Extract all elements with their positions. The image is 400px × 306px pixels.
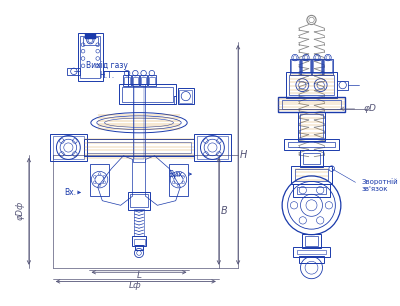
Text: Lф: Lф [129, 281, 142, 289]
Bar [83, 37, 98, 45]
Bar [78, 33, 103, 80]
Bar [305, 237, 318, 246]
Bar [80, 35, 100, 78]
Bar [124, 75, 131, 86]
Text: φDф: φDф [15, 201, 24, 220]
Bar [119, 84, 176, 104]
Text: φD: φD [364, 104, 377, 114]
Bar [135, 245, 143, 250]
Bar [149, 77, 155, 84]
Bar [50, 134, 87, 161]
Bar [53, 136, 84, 159]
Text: Вх.: Вх. [64, 188, 76, 197]
Bar [324, 60, 332, 73]
Bar [302, 58, 310, 75]
Bar [194, 134, 231, 161]
Text: B: B [221, 206, 228, 216]
Text: L: L [136, 271, 142, 280]
Bar [178, 88, 194, 104]
Text: Вихід газу
Н.Т.: Вихід газу Н.Т. [86, 61, 128, 80]
Bar [132, 84, 146, 162]
Bar [169, 164, 188, 196]
Bar [291, 60, 299, 73]
Text: H: H [240, 150, 247, 160]
Bar [84, 139, 194, 156]
Bar [68, 68, 80, 75]
Bar [128, 192, 150, 210]
Bar [148, 75, 156, 86]
Bar [140, 75, 147, 86]
Bar [299, 256, 324, 263]
Bar [130, 194, 148, 207]
Bar [302, 234, 321, 248]
Bar [278, 97, 346, 112]
Bar [90, 164, 109, 196]
Bar [197, 136, 228, 159]
Bar [282, 100, 341, 109]
Bar [298, 112, 325, 141]
Bar [179, 90, 192, 103]
Bar [313, 60, 321, 73]
Bar [337, 80, 348, 90]
Bar [297, 250, 326, 254]
Bar [295, 169, 328, 181]
Bar [122, 87, 173, 102]
Text: Зворотній
зв'язок: Зворотній зв'язок [362, 178, 398, 192]
Bar [300, 150, 322, 167]
Bar [297, 187, 326, 194]
Bar [87, 142, 191, 153]
Bar [290, 58, 300, 75]
Bar [134, 86, 144, 159]
Bar [291, 166, 332, 184]
Bar [141, 77, 146, 84]
Bar [324, 58, 332, 75]
Bar [134, 239, 144, 245]
Bar [286, 72, 337, 98]
Bar [85, 34, 96, 39]
Bar [124, 77, 130, 84]
Bar [132, 77, 138, 84]
Bar [293, 248, 330, 257]
Bar [134, 209, 144, 237]
Bar [284, 139, 339, 150]
Bar [132, 237, 146, 246]
Bar [312, 58, 322, 75]
Bar [300, 114, 322, 138]
Text: Вих.: Вих. [168, 170, 185, 179]
Bar [293, 184, 330, 197]
Bar [288, 142, 335, 147]
Bar [303, 153, 320, 164]
Bar [302, 60, 310, 73]
Bar [132, 75, 139, 86]
Bar [290, 75, 334, 95]
